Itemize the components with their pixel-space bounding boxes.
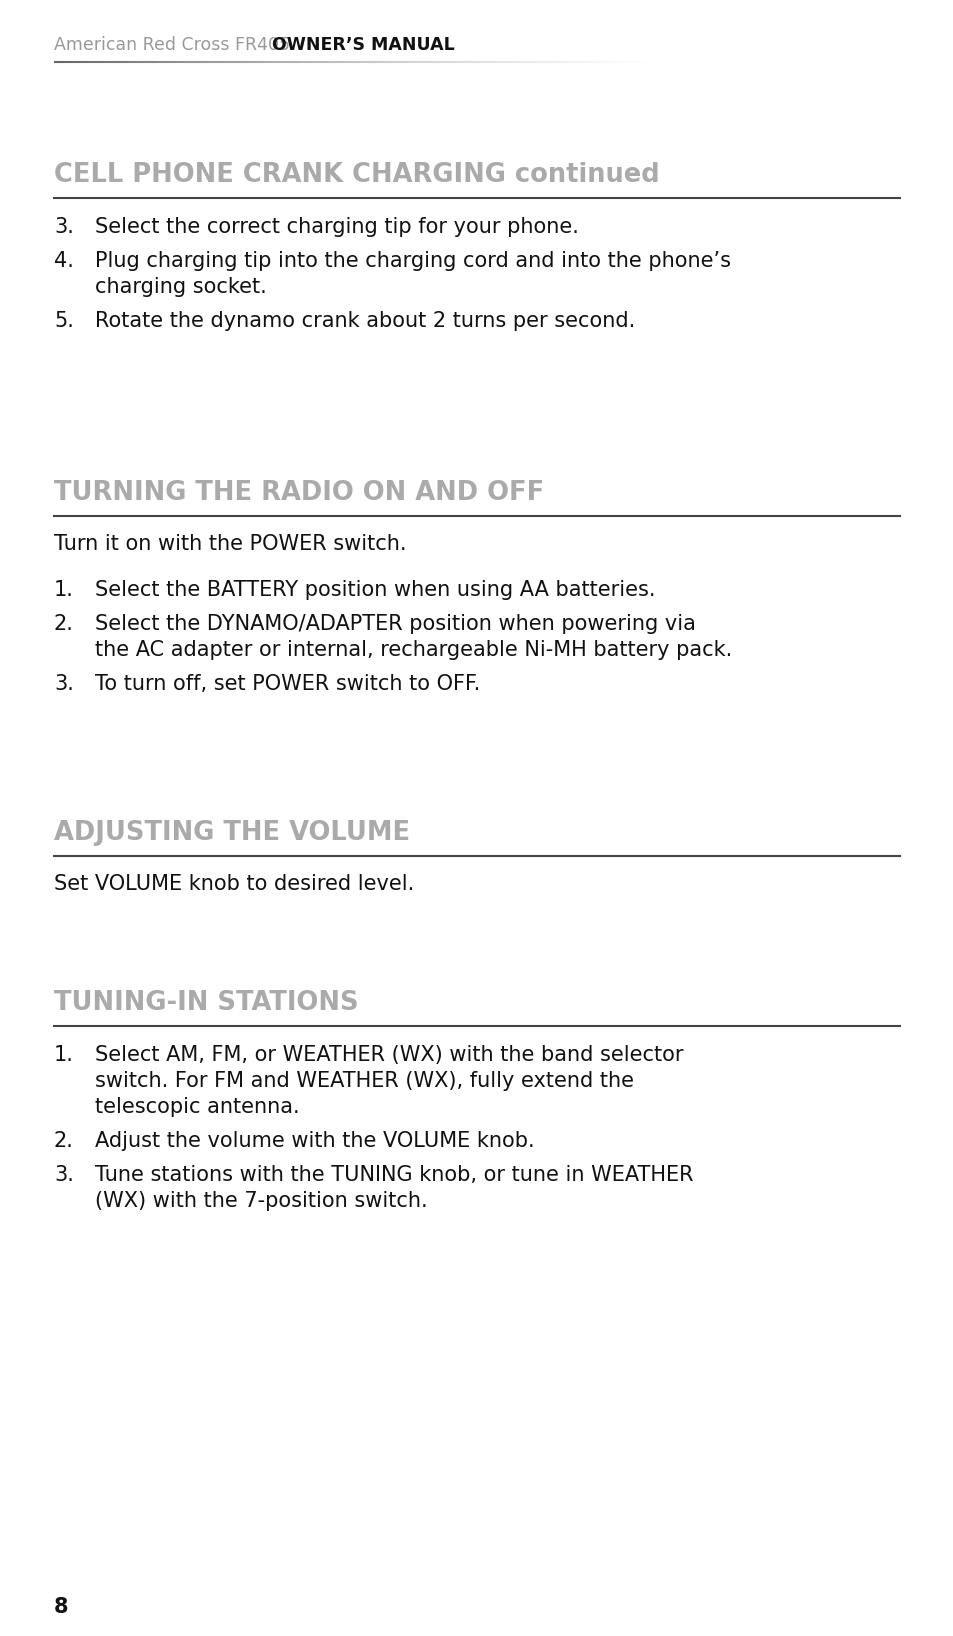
Text: Select AM, FM, or WEATHER (WX) with the band selector: Select AM, FM, or WEATHER (WX) with the … <box>95 1045 682 1065</box>
Text: ADJUSTING THE VOLUME: ADJUSTING THE VOLUME <box>54 820 410 846</box>
Text: Tune stations with the TUNING knob, or tune in WEATHER: Tune stations with the TUNING knob, or t… <box>95 1165 693 1184</box>
Text: TUNING-IN STATIONS: TUNING-IN STATIONS <box>54 990 358 1016</box>
Text: Adjust the volume with the VOLUME knob.: Adjust the volume with the VOLUME knob. <box>95 1130 534 1152</box>
Text: switch. For FM and WEATHER (WX), fully extend the: switch. For FM and WEATHER (WX), fully e… <box>95 1072 634 1091</box>
Text: Plug charging tip into the charging cord and into the phone’s: Plug charging tip into the charging cord… <box>95 250 730 272</box>
Text: 2.: 2. <box>54 614 73 635</box>
Text: American Red Cross FR405: American Red Cross FR405 <box>54 36 290 54</box>
Text: To turn off, set POWER switch to OFF.: To turn off, set POWER switch to OFF. <box>95 674 479 694</box>
Text: 8: 8 <box>54 1597 69 1616</box>
Text: 1.: 1. <box>54 1045 73 1065</box>
Text: Select the BATTERY position when using AA batteries.: Select the BATTERY position when using A… <box>95 581 655 600</box>
Text: telescopic antenna.: telescopic antenna. <box>95 1098 299 1117</box>
Text: charging socket.: charging socket. <box>95 276 267 298</box>
Text: Select the DYNAMO/ADAPTER position when powering via: Select the DYNAMO/ADAPTER position when … <box>95 614 695 635</box>
Text: 2.: 2. <box>54 1130 73 1152</box>
Text: Set VOLUME knob to desired level.: Set VOLUME knob to desired level. <box>54 874 414 893</box>
Text: Select the correct charging tip for your phone.: Select the correct charging tip for your… <box>95 218 578 237</box>
Text: Turn it on with the POWER switch.: Turn it on with the POWER switch. <box>54 533 406 555</box>
Text: Rotate the dynamo crank about 2 turns per second.: Rotate the dynamo crank about 2 turns pe… <box>95 311 635 330</box>
Text: (WX) with the 7-position switch.: (WX) with the 7-position switch. <box>95 1191 427 1211</box>
Text: 3.: 3. <box>54 1165 73 1184</box>
Text: 3.: 3. <box>54 674 73 694</box>
Text: TURNING THE RADIO ON AND OFF: TURNING THE RADIO ON AND OFF <box>54 479 543 506</box>
Text: the AC adapter or internal, rechargeable Ni-MH battery pack.: the AC adapter or internal, rechargeable… <box>95 640 732 659</box>
Text: CELL PHONE CRANK CHARGING continued: CELL PHONE CRANK CHARGING continued <box>54 162 659 188</box>
Text: 4.: 4. <box>54 250 73 272</box>
Text: OWNER’S MANUAL: OWNER’S MANUAL <box>272 36 455 54</box>
Text: 1.: 1. <box>54 581 73 600</box>
Text: 3.: 3. <box>54 218 73 237</box>
Text: 5.: 5. <box>54 311 73 330</box>
